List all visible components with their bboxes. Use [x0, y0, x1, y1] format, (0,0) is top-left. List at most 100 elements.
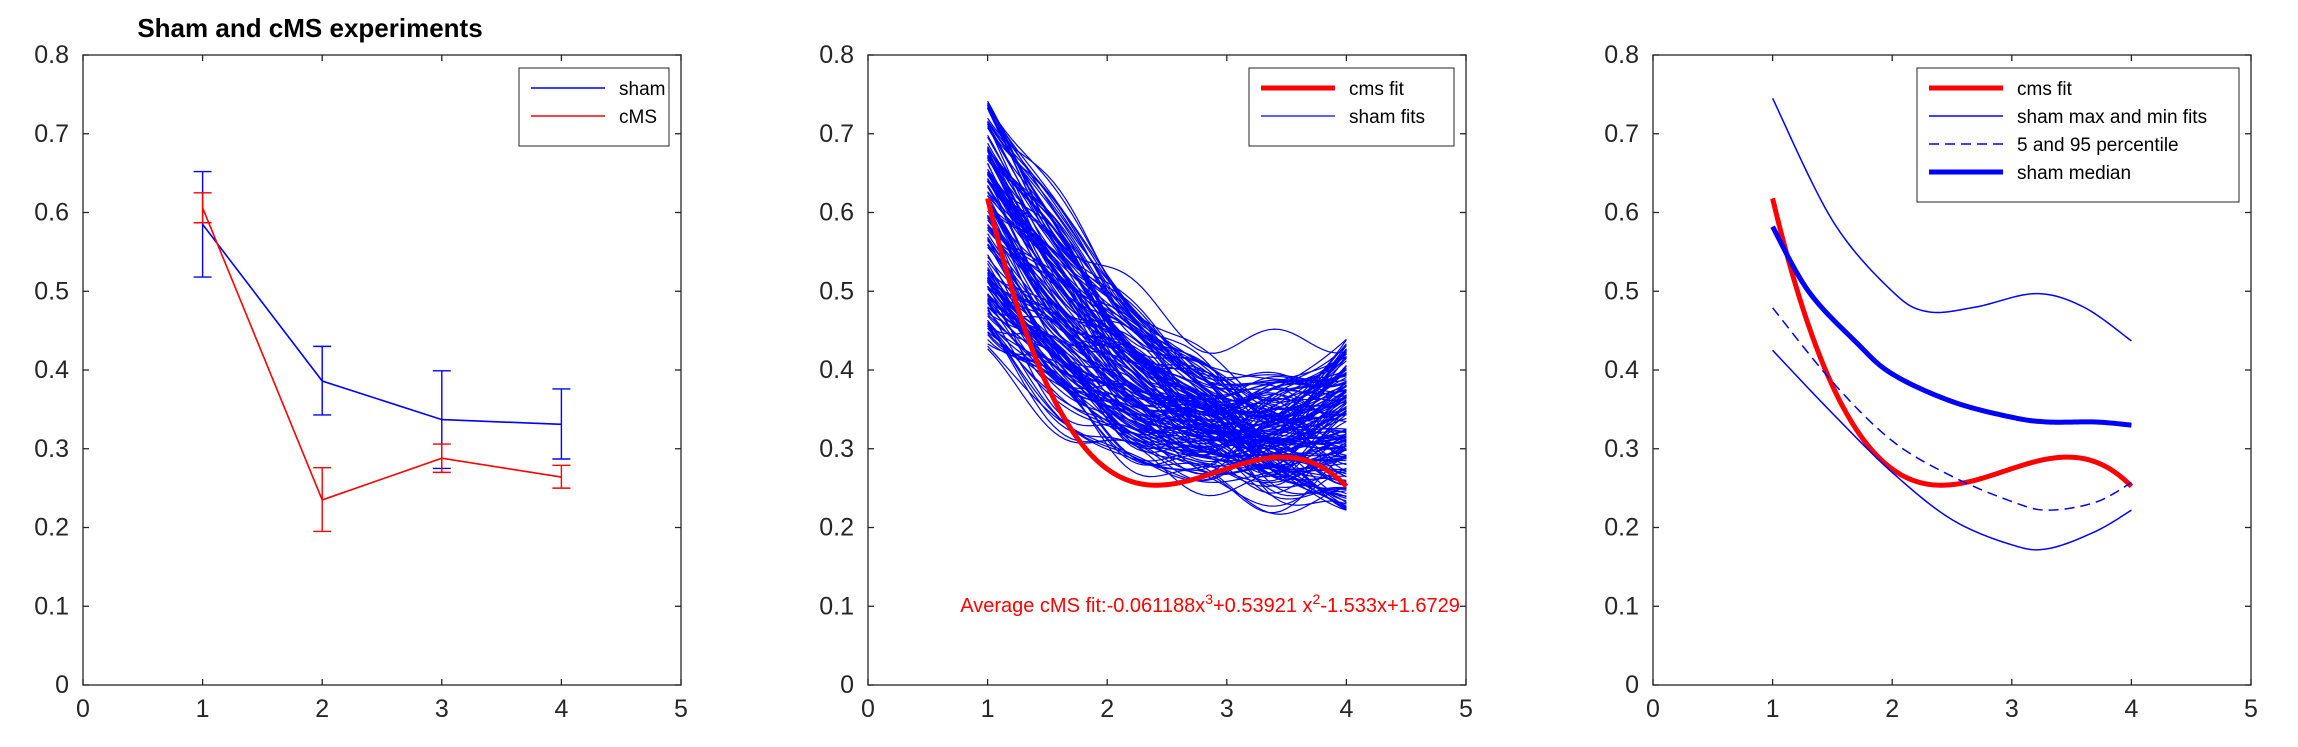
legend-box — [518, 67, 670, 147]
y-tick-label: 0.1 — [34, 592, 69, 620]
sham-fit-line — [987, 280, 1347, 497]
legend-label: sham — [619, 79, 665, 100]
legend: cms fit sham fits — [1248, 67, 1455, 147]
sham-fit-line — [987, 254, 1347, 456]
sham-fit-line — [987, 171, 1347, 470]
x-tick-label: 4 — [1339, 695, 1353, 723]
annotation-sup2: 2 — [1313, 591, 1321, 607]
sham-fit-line — [987, 169, 1347, 382]
x-tick-label: 1 — [196, 695, 210, 723]
series-line-sham — [201, 223, 562, 426]
x-tick-label: 2 — [315, 695, 329, 723]
sham-fit-line — [987, 348, 1347, 482]
x-tick-label: 2 — [1885, 695, 1899, 723]
panel-fits: 0 1 2 3 4 5 0 0.1 0.2 0.3 0.4 0.5 0.6 0.7 0.8 Average c… — [819, 41, 1473, 723]
x-tick-label: 0 — [861, 695, 875, 723]
y-tick-label: 0.4 — [1604, 356, 1639, 384]
sham-fit-line — [987, 323, 1347, 471]
y-tick-label: 0.6 — [819, 199, 854, 227]
sham-fit-line — [987, 227, 1347, 503]
sham-fit-line — [987, 306, 1347, 443]
series-line-sham-max-and-min-fits — [1772, 349, 2132, 551]
sham-fit-line — [987, 274, 1347, 484]
y-tick-label: 0.5 — [34, 277, 69, 305]
sham-fit-line — [987, 102, 1347, 433]
x-tick-label: 1 — [1766, 695, 1780, 723]
sham-fits-bundle — [987, 100, 1347, 515]
legend: sham cMS — [518, 67, 670, 147]
x-tick-label: 0 — [1646, 695, 1660, 723]
legend-label: 5 and 95 percentile — [2017, 135, 2179, 156]
legend-label: sham fits — [1349, 107, 1425, 128]
panel-summary-fits: 0 1 2 3 4 5 0 0.1 0.2 0.3 0.4 0.5 0.6 0.7 0.8 cms fit sh… — [1604, 41, 2258, 723]
legend-label: sham max and min fits — [2017, 107, 2207, 128]
legend-label: cMS — [619, 107, 657, 128]
sham-fit-line — [987, 100, 1347, 354]
sham-fit-line — [987, 319, 1347, 470]
sham-fit-line — [987, 332, 1347, 514]
x-tick-label: 1 — [981, 695, 995, 723]
sham-fit-line — [987, 256, 1347, 455]
sham-fit-line — [987, 312, 1347, 495]
annotation-prefix: Average cMS fit:-0.061188x — [960, 595, 1205, 617]
plot-area — [1770, 97, 2134, 551]
cms-fit-line — [985, 197, 1349, 489]
sham-fit-line — [987, 315, 1347, 437]
sham-fit-line — [987, 202, 1347, 450]
y-tick-label: 0.1 — [819, 592, 854, 620]
annotation-middle: +0.53921 x — [1213, 595, 1313, 617]
series-line-sham-max-and-min-fits — [1771, 97, 2132, 342]
legend-box — [1248, 67, 1455, 147]
sham-fit-line — [987, 157, 1347, 484]
y-tick-label: 0 — [840, 671, 854, 699]
y-tick-label: 0.5 — [1604, 277, 1639, 305]
y-tick-label: 0.4 — [819, 356, 854, 384]
y-tick-label: 0.7 — [819, 120, 854, 148]
chart-title: Sham and cMS experiments — [137, 13, 482, 43]
series-line-5-and-95-percentile — [1772, 307, 2132, 511]
sham-fit-line — [987, 280, 1347, 515]
panel-sham-cms-experiments: 0 1 2 3 4 5 0 0.1 0.2 0.3 0.4 0.5 0.6 0.7 0.8 Sham and … — [34, 13, 688, 723]
sham-fit-line — [987, 185, 1347, 487]
y-tick-label: 0.8 — [34, 41, 69, 69]
sham-fit-line — [987, 192, 1347, 468]
y-tick-label: 0.3 — [819, 435, 854, 463]
series-line-sham-median — [1770, 225, 2132, 428]
axes-box — [82, 54, 682, 686]
sham-fit-line — [987, 224, 1347, 402]
sham-fit-line — [987, 123, 1347, 423]
x-tick-label: 4 — [554, 695, 568, 723]
plot-area — [193, 170, 571, 533]
y-tick-label: 0.8 — [1604, 41, 1639, 69]
cms-fit-line — [1770, 197, 2134, 489]
sham-fit-line — [987, 307, 1347, 482]
y-tick-label: 0.5 — [819, 277, 854, 305]
legend-label: cms fit — [2017, 79, 2073, 100]
x-tick-label: 5 — [674, 695, 688, 723]
x-tick-label: 3 — [435, 695, 449, 723]
sham-fit-line — [987, 199, 1347, 440]
annotation-sup1: 3 — [1205, 591, 1213, 607]
sham-fit-line — [987, 285, 1347, 428]
y-tick-label: 0.1 — [1604, 592, 1639, 620]
sham-fit-line — [987, 223, 1347, 511]
sham-fit-line — [987, 272, 1347, 413]
y-tick-label: 0.4 — [34, 356, 69, 384]
y-tick-label: 0.7 — [1604, 120, 1639, 148]
legend-label: sham median — [2017, 163, 2131, 184]
legend-label: cms fit — [1349, 79, 1405, 100]
y-tick-label: 0.3 — [34, 435, 69, 463]
plot-area — [985, 100, 1349, 515]
x-tick-label: 3 — [2005, 695, 2019, 723]
x-tick-label: 2 — [1100, 695, 1114, 723]
legend: cms fit sham max and min fits 5 and 95 per… — [1916, 67, 2240, 203]
sham-fit-line — [987, 103, 1347, 409]
x-tick-label: 3 — [1220, 695, 1234, 723]
x-tick-label: 5 — [1459, 695, 1473, 723]
sham-fit-line — [987, 238, 1347, 448]
y-tick-label: 0.2 — [819, 514, 854, 542]
y-tick-label: 0 — [1625, 671, 1639, 699]
fit-equation-annotation: Average cMS fit:-0.061188x3+0.53921 x2-1… — [960, 591, 1460, 617]
x-tick-label: 0 — [76, 695, 90, 723]
